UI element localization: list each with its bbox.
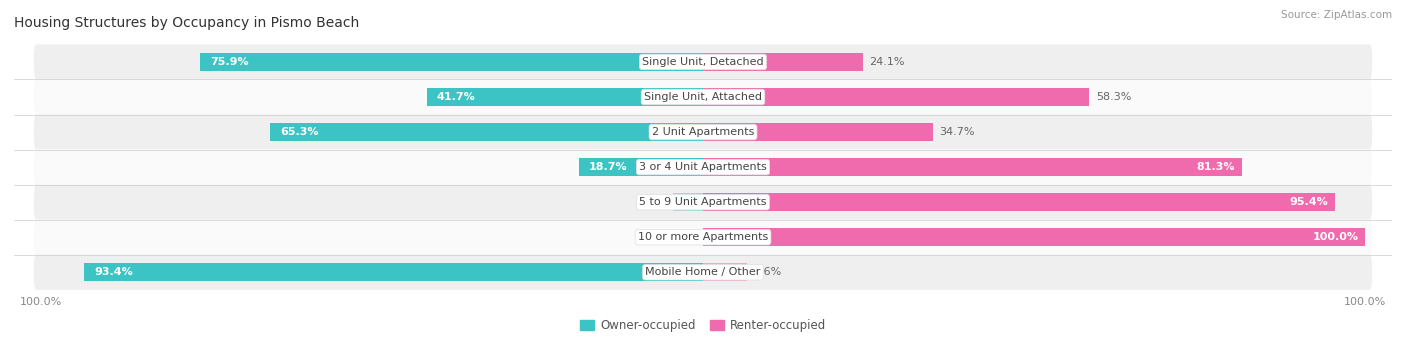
Text: 95.4%: 95.4% (1289, 197, 1329, 207)
Bar (703, 263, 747, 281)
Text: 65.3%: 65.3% (280, 127, 319, 137)
Text: 75.9%: 75.9% (209, 57, 249, 67)
Bar (703, 53, 863, 71)
Text: 10 or more Apartments: 10 or more Apartments (638, 232, 768, 242)
Text: 3 or 4 Unit Apartments: 3 or 4 Unit Apartments (640, 162, 766, 172)
Bar (672, 193, 703, 211)
Text: 0.0%: 0.0% (668, 232, 696, 242)
Text: 100.0%: 100.0% (1313, 232, 1358, 242)
Text: 24.1%: 24.1% (869, 57, 905, 67)
Text: 58.3%: 58.3% (1095, 92, 1132, 102)
FancyBboxPatch shape (34, 220, 1372, 255)
Bar (200, 53, 703, 71)
Bar (703, 228, 1365, 246)
Bar (84, 263, 703, 281)
Bar (703, 158, 1241, 176)
Text: 34.7%: 34.7% (939, 127, 974, 137)
Text: 5 to 9 Unit Apartments: 5 to 9 Unit Apartments (640, 197, 766, 207)
Bar (703, 193, 1334, 211)
Bar (427, 88, 703, 106)
FancyBboxPatch shape (34, 150, 1372, 184)
Text: 2 Unit Apartments: 2 Unit Apartments (652, 127, 754, 137)
FancyBboxPatch shape (34, 184, 1372, 220)
Legend: Owner-occupied, Renter-occupied: Owner-occupied, Renter-occupied (579, 320, 827, 332)
Bar (579, 158, 703, 176)
Text: 41.7%: 41.7% (437, 92, 475, 102)
Text: Mobile Home / Other: Mobile Home / Other (645, 267, 761, 277)
FancyBboxPatch shape (34, 115, 1372, 150)
Bar (703, 123, 932, 141)
Text: 81.3%: 81.3% (1197, 162, 1234, 172)
Text: Housing Structures by Occupancy in Pismo Beach: Housing Structures by Occupancy in Pismo… (14, 16, 360, 30)
FancyBboxPatch shape (34, 44, 1372, 79)
Bar (703, 88, 1090, 106)
Text: 4.6%: 4.6% (637, 197, 666, 207)
FancyBboxPatch shape (34, 79, 1372, 115)
Bar (270, 123, 703, 141)
Text: Single Unit, Detached: Single Unit, Detached (643, 57, 763, 67)
Text: Source: ZipAtlas.com: Source: ZipAtlas.com (1281, 10, 1392, 20)
FancyBboxPatch shape (34, 255, 1372, 290)
Text: Single Unit, Attached: Single Unit, Attached (644, 92, 762, 102)
Text: 6.6%: 6.6% (754, 267, 782, 277)
Text: 93.4%: 93.4% (94, 267, 134, 277)
Text: 18.7%: 18.7% (589, 162, 627, 172)
